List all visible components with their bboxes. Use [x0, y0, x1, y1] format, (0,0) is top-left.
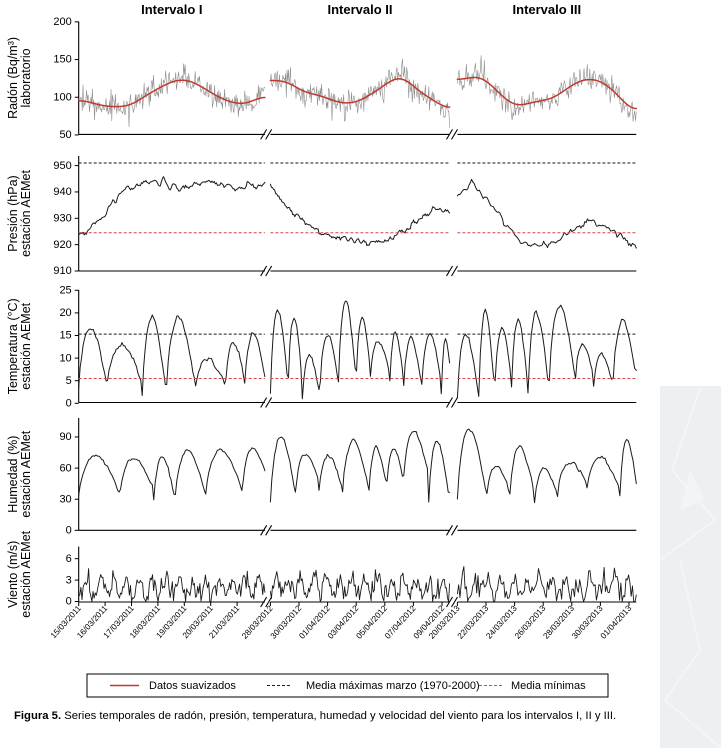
- svg-text:estación AEMet: estación AEMet: [19, 170, 33, 257]
- svg-text:Presión (hPa): Presión (hPa): [6, 175, 20, 251]
- svg-text:10: 10: [59, 352, 71, 364]
- svg-text:90: 90: [59, 431, 71, 443]
- svg-text:0: 0: [66, 596, 72, 608]
- svg-text:15: 15: [59, 330, 71, 342]
- svg-text:150: 150: [53, 54, 71, 66]
- svg-text:3: 3: [66, 574, 72, 586]
- svg-text:25: 25: [59, 284, 71, 296]
- svg-text:930: 930: [53, 213, 71, 225]
- svg-text:Intervalo III: Intervalo III: [513, 2, 582, 17]
- svg-text:0: 0: [66, 525, 72, 537]
- svg-text:50: 50: [59, 129, 71, 141]
- svg-text:6: 6: [66, 553, 72, 565]
- svg-text:Intervalo II: Intervalo II: [327, 2, 392, 17]
- svg-text:Media mínimas: Media mínimas: [511, 680, 586, 692]
- svg-text:Intervalo I: Intervalo I: [141, 2, 202, 17]
- svg-text:940: 940: [53, 186, 71, 198]
- svg-text:Media máximas marzo (1970-2000: Media máximas marzo (1970-2000): [306, 680, 480, 692]
- svg-text:950: 950: [53, 160, 71, 172]
- svg-text:200: 200: [53, 16, 71, 28]
- svg-text:30: 30: [59, 493, 71, 505]
- svg-text:920: 920: [53, 239, 71, 251]
- svg-text:5: 5: [66, 375, 72, 387]
- svg-text:Radón (Bq/m³): Radón (Bq/m³): [6, 37, 20, 119]
- svg-text:910: 910: [53, 265, 71, 277]
- svg-text:20: 20: [59, 307, 71, 319]
- svg-text:60: 60: [59, 462, 71, 474]
- svg-text:Viento (m/s): Viento (m/s): [6, 541, 20, 608]
- svg-text:Humedad (%): Humedad (%): [6, 436, 20, 513]
- svg-text:100: 100: [53, 91, 71, 103]
- svg-text:estación AEMet: estación AEMet: [19, 430, 33, 517]
- svg-text:Datos suavizados: Datos suavizados: [149, 680, 236, 692]
- svg-text:Temperatura (°C): Temperatura (°C): [6, 298, 20, 394]
- svg-text:estación AEMet: estación AEMet: [19, 530, 33, 617]
- svg-text:estación AEMet: estación AEMet: [19, 302, 33, 389]
- svg-text:0: 0: [66, 398, 72, 410]
- svg-text:laboratorio: laboratorio: [19, 48, 33, 107]
